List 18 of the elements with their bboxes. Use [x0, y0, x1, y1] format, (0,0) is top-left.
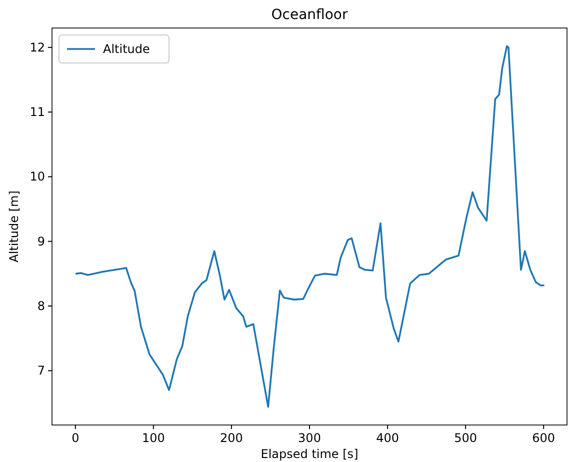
y-tick-label: 12: [30, 40, 45, 54]
legend-label: Altitude: [103, 42, 150, 56]
y-tick-label: 8: [37, 299, 45, 314]
x-axis-title: Elapsed time [s]: [260, 447, 358, 461]
y-tick-label: 11: [30, 105, 45, 120]
x-tick-label: 0: [72, 431, 80, 445]
x-tick-label: 100: [142, 431, 165, 445]
y-tick-label: 9: [37, 234, 45, 248]
x-tick-label: 200: [220, 431, 243, 445]
chart-title: Oceanfloor: [271, 7, 348, 23]
y-tick-label: 7: [37, 364, 45, 378]
x-tick-label: 500: [454, 431, 478, 445]
x-tick-label: 600: [532, 431, 556, 445]
line-series: [75, 45, 544, 408]
y-tick-label: 10: [30, 170, 45, 184]
x-tick-label: 300: [298, 431, 321, 445]
x-tick-label: 400: [376, 431, 399, 445]
y-axis-title: Altitude [m]: [7, 190, 21, 262]
